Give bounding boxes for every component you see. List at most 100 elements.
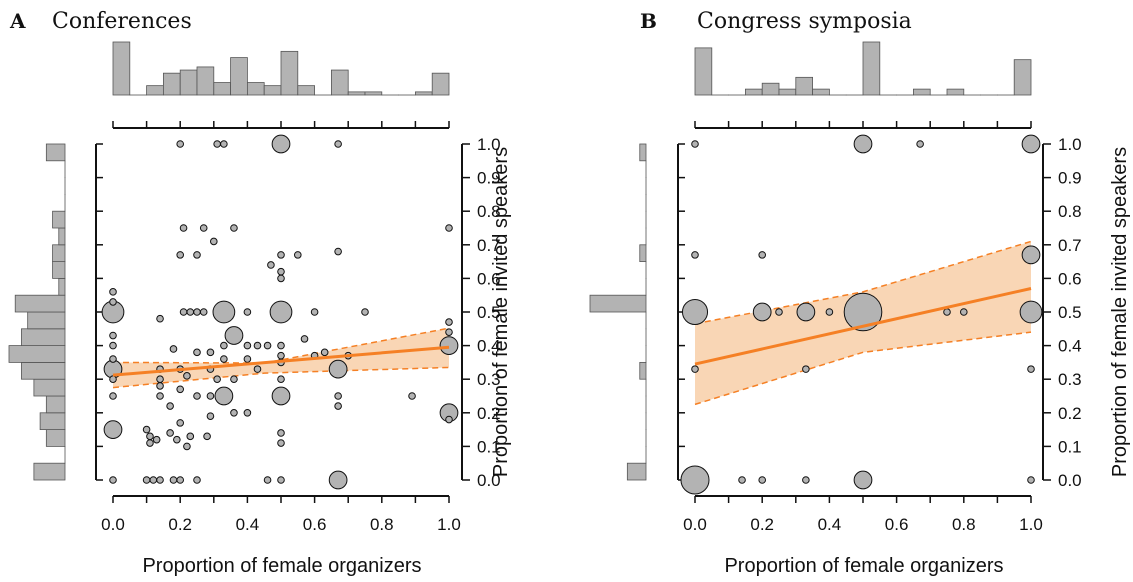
y-tick-label: 0.3 bbox=[477, 370, 501, 389]
data-point bbox=[445, 224, 453, 232]
y-tick-label: 0.5 bbox=[477, 303, 501, 322]
data-point bbox=[186, 432, 195, 441]
x-hist-bar bbox=[263, 85, 282, 96]
y-hist-bar bbox=[21, 361, 66, 380]
data-point bbox=[210, 237, 218, 246]
data-point bbox=[193, 392, 201, 400]
y-hist-bar bbox=[626, 462, 647, 481]
x-tick-label: 0.4 bbox=[818, 515, 842, 534]
data-point bbox=[277, 476, 285, 484]
x-tick-label: 0.0 bbox=[683, 515, 707, 534]
left-axis-b bbox=[677, 143, 685, 481]
data-point bbox=[1021, 245, 1041, 265]
data-point bbox=[156, 375, 164, 384]
y-hist-bar bbox=[52, 210, 66, 229]
data-point bbox=[738, 476, 746, 484]
x-hist-bar bbox=[913, 88, 931, 96]
data-point bbox=[109, 331, 117, 340]
data-point bbox=[294, 251, 302, 259]
data-point bbox=[193, 308, 201, 316]
data-point bbox=[212, 300, 236, 324]
x-hist-bar bbox=[112, 41, 131, 96]
data-point bbox=[146, 439, 154, 447]
y-hist-bar bbox=[589, 294, 647, 313]
y-tick-label: 0.8 bbox=[1058, 202, 1082, 221]
data-point bbox=[1021, 134, 1041, 154]
data-point bbox=[277, 267, 285, 276]
y-tick-label: 1.0 bbox=[477, 135, 501, 154]
data-point bbox=[206, 392, 215, 400]
panel-letter-b: B bbox=[640, 9, 657, 33]
data-point bbox=[213, 375, 221, 384]
x-tick-label: 0.2 bbox=[168, 515, 192, 534]
data-point bbox=[271, 134, 291, 154]
x-hist-bar bbox=[745, 88, 763, 96]
data-point bbox=[310, 308, 319, 316]
x-tick-label: 0.8 bbox=[952, 515, 976, 534]
data-point bbox=[193, 476, 201, 484]
data-point bbox=[267, 261, 275, 269]
y-hist-bar bbox=[45, 395, 66, 414]
y-tick-label: 0.9 bbox=[1058, 169, 1082, 188]
data-point bbox=[752, 302, 772, 322]
data-point bbox=[176, 385, 184, 394]
data-point bbox=[253, 341, 262, 350]
panel-title-b: Congress symposia bbox=[697, 9, 912, 34]
x-axis-b: 0.0 0.2 0.4 0.6 0.8 1.0 bbox=[683, 495, 1043, 534]
data-point bbox=[166, 402, 174, 410]
points-a bbox=[101, 134, 459, 490]
data-point bbox=[796, 302, 816, 322]
y-axis-title-b: Proportion of female invited speakers bbox=[1109, 147, 1131, 477]
y-hist-bar bbox=[639, 244, 647, 263]
x-hist-bar bbox=[196, 66, 215, 96]
data-point bbox=[230, 224, 238, 232]
data-point bbox=[277, 341, 285, 350]
data-point bbox=[199, 308, 208, 316]
y-hist-bar bbox=[8, 345, 66, 363]
y-tick-label: 0.1 bbox=[1058, 437, 1082, 456]
data-point bbox=[243, 308, 252, 316]
data-point bbox=[156, 392, 164, 400]
x-hist-bar bbox=[946, 88, 965, 96]
data-point bbox=[691, 251, 699, 259]
data-point bbox=[199, 224, 208, 232]
data-point bbox=[220, 140, 228, 148]
data-point bbox=[943, 308, 951, 316]
data-point bbox=[176, 419, 184, 427]
y-tick-label: 0.6 bbox=[1058, 269, 1082, 288]
data-point bbox=[277, 274, 285, 283]
fit-line-a bbox=[112, 345, 450, 377]
data-point bbox=[203, 432, 211, 441]
y-hist-bar bbox=[45, 143, 66, 162]
data-point bbox=[243, 409, 252, 417]
data-point bbox=[206, 412, 215, 420]
x-hist-bar bbox=[179, 69, 198, 96]
x-hist-bar bbox=[431, 72, 450, 96]
data-point bbox=[328, 359, 348, 379]
data-point bbox=[253, 365, 262, 373]
data-point bbox=[300, 335, 309, 343]
x-hist-bar bbox=[230, 57, 248, 96]
data-point bbox=[361, 308, 369, 316]
x-tick-label: 0.6 bbox=[303, 515, 327, 534]
y-hist-a bbox=[8, 143, 66, 481]
x-tick-label: 0.6 bbox=[885, 515, 909, 534]
x-hist-bar bbox=[1013, 59, 1032, 96]
y-hist-bar bbox=[639, 143, 647, 162]
y-tick-label: 0.2 bbox=[477, 404, 501, 423]
data-point bbox=[775, 308, 783, 316]
data-point bbox=[193, 348, 201, 357]
data-point bbox=[691, 140, 699, 148]
x-hist-bar bbox=[146, 85, 164, 96]
y-hist-bar bbox=[52, 261, 66, 279]
top-axis-a bbox=[112, 121, 450, 129]
data-point bbox=[169, 345, 178, 353]
data-point bbox=[109, 476, 117, 484]
y-tick-label: 0.7 bbox=[477, 236, 501, 255]
data-point bbox=[109, 375, 117, 384]
y-tick-label: 0.9 bbox=[477, 169, 501, 188]
x-hist-bar bbox=[246, 82, 265, 96]
data-point bbox=[271, 386, 291, 406]
data-point bbox=[445, 415, 453, 424]
